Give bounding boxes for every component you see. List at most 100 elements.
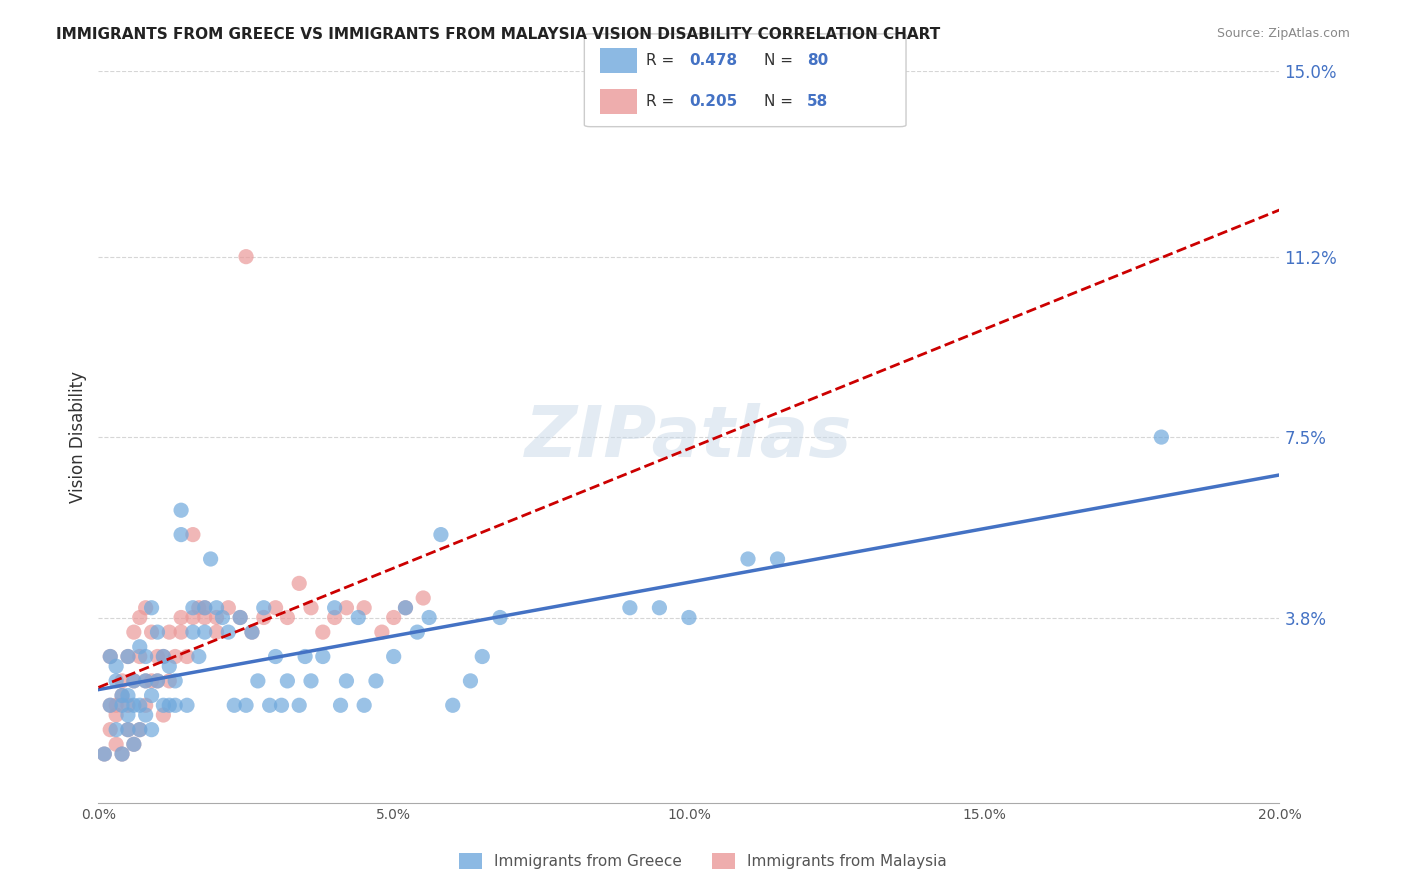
Point — [1150, 430, 1173, 444]
Text: Source: ZipAtlas.com: Source: ZipAtlas.com — [1216, 27, 1350, 40]
Point — [111, 747, 134, 761]
Point — [194, 600, 217, 615]
Point — [211, 610, 233, 624]
Point — [430, 527, 453, 541]
Point — [141, 600, 163, 615]
Point — [152, 649, 174, 664]
Point — [111, 689, 134, 703]
Point — [246, 673, 269, 688]
Point — [141, 625, 163, 640]
Bar — [600, 89, 637, 114]
Point — [259, 698, 281, 713]
Point — [766, 552, 789, 566]
Point — [441, 698, 464, 713]
Point — [471, 649, 494, 664]
Point — [165, 673, 187, 688]
Point — [128, 723, 150, 737]
Point — [141, 673, 163, 688]
Point — [619, 600, 641, 615]
Text: N =: N = — [763, 54, 797, 68]
Point — [152, 708, 174, 723]
Point — [181, 625, 204, 640]
Legend: Immigrants from Greece, Immigrants from Malaysia: Immigrants from Greece, Immigrants from … — [453, 847, 953, 875]
Point — [170, 610, 193, 624]
Point — [489, 610, 512, 624]
Point — [152, 649, 174, 664]
Point — [152, 698, 174, 713]
Point — [299, 600, 322, 615]
Point — [157, 698, 180, 713]
Point — [135, 698, 157, 713]
Point — [323, 610, 346, 624]
Point — [181, 610, 204, 624]
Point — [264, 649, 287, 664]
Point — [217, 600, 239, 615]
Point — [135, 600, 157, 615]
Point — [170, 527, 193, 541]
Point — [229, 610, 252, 624]
Point — [135, 649, 157, 664]
Point — [460, 673, 482, 688]
Point — [141, 689, 163, 703]
Point — [194, 625, 217, 640]
Point — [98, 649, 121, 664]
Point — [117, 708, 139, 723]
Point — [276, 673, 298, 688]
Point — [128, 723, 150, 737]
Point — [93, 747, 115, 761]
Point — [240, 625, 263, 640]
Point — [382, 649, 405, 664]
Point — [117, 649, 139, 664]
Point — [648, 600, 671, 615]
Point — [217, 625, 239, 640]
Point — [98, 723, 121, 737]
Point — [253, 610, 276, 624]
Point — [117, 689, 139, 703]
Text: IMMIGRANTS FROM GREECE VS IMMIGRANTS FROM MALAYSIA VISION DISABILITY CORRELATION: IMMIGRANTS FROM GREECE VS IMMIGRANTS FRO… — [56, 27, 941, 42]
Point — [146, 673, 169, 688]
Text: R =: R = — [647, 95, 679, 109]
Point — [98, 698, 121, 713]
Point — [111, 698, 134, 713]
Point — [105, 673, 128, 688]
Point — [105, 659, 128, 673]
Text: R =: R = — [647, 54, 679, 68]
Text: 0.205: 0.205 — [689, 95, 738, 109]
Text: 0.478: 0.478 — [689, 54, 738, 68]
Point — [122, 698, 145, 713]
Point — [329, 698, 352, 713]
Point — [122, 673, 145, 688]
Point — [418, 610, 440, 624]
Point — [170, 625, 193, 640]
Point — [181, 600, 204, 615]
Point — [224, 698, 246, 713]
Point — [117, 723, 139, 737]
Point — [382, 610, 405, 624]
Text: 58: 58 — [807, 95, 828, 109]
Point — [122, 625, 145, 640]
Point — [146, 625, 169, 640]
Point — [117, 698, 139, 713]
Text: N =: N = — [763, 95, 797, 109]
Point — [105, 698, 128, 713]
Point — [406, 625, 429, 640]
Point — [200, 552, 222, 566]
Point — [176, 698, 198, 713]
Point — [128, 610, 150, 624]
Point — [335, 600, 357, 615]
Point — [323, 600, 346, 615]
Point — [235, 698, 257, 713]
Point — [371, 625, 394, 640]
Point — [276, 610, 298, 624]
Text: ZIPatlas: ZIPatlas — [526, 402, 852, 472]
Point — [253, 600, 276, 615]
Point — [98, 649, 121, 664]
Point — [105, 723, 128, 737]
Point — [111, 673, 134, 688]
Point — [165, 649, 187, 664]
Point — [157, 625, 180, 640]
Point — [146, 649, 169, 664]
Point — [394, 600, 416, 615]
Bar — [600, 48, 637, 73]
Point — [170, 503, 193, 517]
